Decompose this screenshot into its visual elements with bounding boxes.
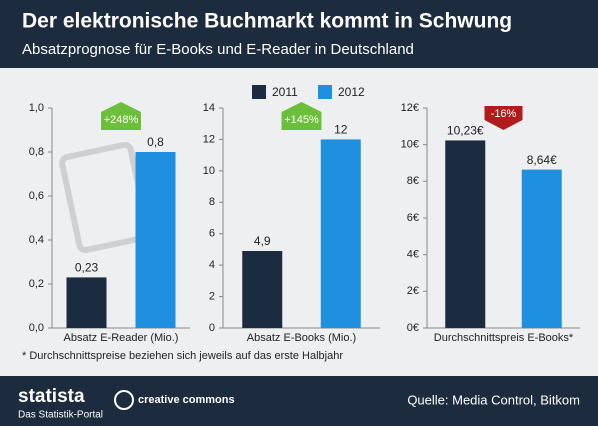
bar xyxy=(66,277,107,328)
y-tick-label: 0,0 xyxy=(29,322,44,334)
cc-icon xyxy=(114,390,134,410)
x-tick-label: Durchschnittspreis E-Books* xyxy=(434,332,574,344)
y-tick-label: 2€ xyxy=(407,285,419,297)
y-tick-label: 0€ xyxy=(407,322,419,334)
y-tick-label: 8 xyxy=(209,196,215,208)
y-tick-label: 10 xyxy=(203,165,215,177)
value-label: 10,23€ xyxy=(447,124,484,138)
change-badge xyxy=(101,102,141,130)
brand: statista xyxy=(18,386,85,407)
value-label: 0,8 xyxy=(147,135,164,149)
y-tick-label: 0,4 xyxy=(29,234,44,246)
y-tick-label: 6€ xyxy=(407,212,419,224)
y-tick-label: 0,6 xyxy=(29,190,44,202)
legend-label: 2011 xyxy=(272,85,298,99)
y-tick-label: 6 xyxy=(209,228,215,240)
y-tick-label: 1,0 xyxy=(29,102,44,114)
x-tick-label: Absatz E-Reader (Mio.) xyxy=(64,332,179,344)
subtitle: Absatzprognose für E-Books und E-Reader … xyxy=(22,41,414,58)
y-tick-label: 10€ xyxy=(401,139,419,151)
footer xyxy=(0,376,598,426)
bar xyxy=(521,169,562,328)
value-label: 8,64€ xyxy=(527,153,557,167)
legend-label: 2012 xyxy=(338,85,365,99)
legend-swatch xyxy=(318,85,332,99)
y-tick-label: 2 xyxy=(209,290,215,302)
y-tick-label: 12 xyxy=(203,133,215,145)
change-badge xyxy=(281,102,322,130)
title: Der elektronische Buchmarkt kommt in Sch… xyxy=(22,10,512,33)
value-label: 12 xyxy=(334,123,348,137)
source: Quelle: Media Control, Bitkom xyxy=(407,392,580,407)
change-badge xyxy=(484,106,523,130)
y-tick-label: 0 xyxy=(209,322,215,334)
change-label: +248% xyxy=(104,114,139,126)
y-tick-label: 12€ xyxy=(401,102,419,114)
y-tick-label: 4 xyxy=(209,259,215,271)
value-label: 4,9 xyxy=(254,234,271,248)
bar xyxy=(135,152,176,328)
value-label: 0,23 xyxy=(75,261,99,275)
legend-swatch xyxy=(252,85,266,99)
change-label: +145% xyxy=(284,114,319,126)
header xyxy=(0,0,598,68)
footnote: * Durchschnittspreise beziehen sich jewe… xyxy=(22,350,343,362)
bar xyxy=(445,140,486,328)
bar xyxy=(242,251,283,328)
bar xyxy=(320,139,361,328)
y-tick-label: 0,2 xyxy=(29,278,44,290)
license: creative commons xyxy=(138,394,235,406)
y-tick-label: 0,8 xyxy=(29,146,44,158)
y-tick-label: 4€ xyxy=(407,249,419,261)
tagline: Das Statistik-Portal xyxy=(18,410,103,421)
change-label: -16% xyxy=(491,108,517,120)
y-tick-label: 8€ xyxy=(407,175,419,187)
y-tick-label: 14 xyxy=(203,102,215,114)
x-tick-label: Absatz E-Books (Mio.) xyxy=(247,332,356,344)
